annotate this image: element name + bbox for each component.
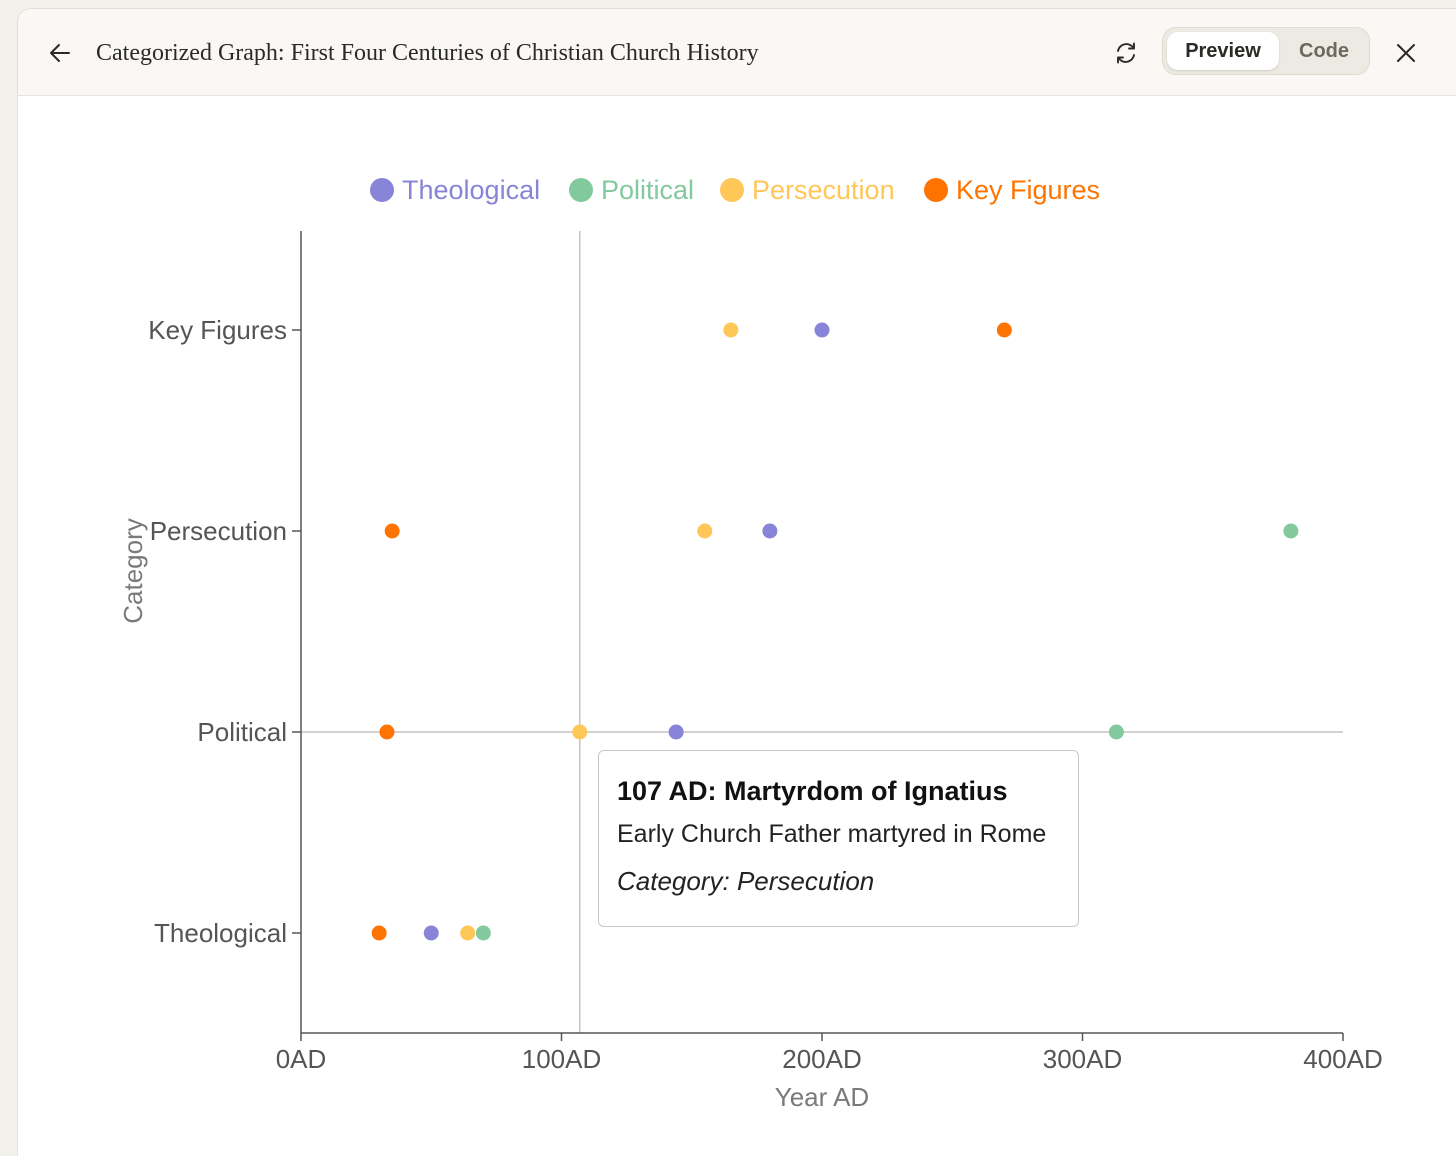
legend-marker [370, 178, 394, 202]
data-point [723, 322, 739, 338]
view-toggle: Preview Code [1162, 27, 1370, 75]
tooltip-category: Category: Persecution [617, 866, 875, 896]
data-point [1108, 724, 1124, 740]
close-button[interactable] [1388, 35, 1424, 71]
data-point [475, 925, 491, 941]
legend-label: Theological [402, 175, 540, 205]
x-tick-label: 0AD [276, 1044, 327, 1074]
data-point [668, 724, 684, 740]
header-bar: Categorized Graph: First Four Centuries … [18, 9, 1456, 96]
y-tick-label: Political [197, 717, 287, 747]
refresh-button[interactable] [1108, 35, 1144, 71]
page-title: Categorized Graph: First Four Centuries … [96, 40, 759, 66]
data-point [762, 523, 778, 539]
data-point [1283, 523, 1299, 539]
x-tick-label: 200AD [782, 1044, 862, 1074]
chart-tooltip: 107 AD: Martyrdom of Ignatius Early Chur… [598, 750, 1079, 927]
data-point [572, 724, 588, 740]
data-point [460, 925, 476, 941]
data-point [814, 322, 830, 338]
legend-label: Key Figures [956, 175, 1100, 205]
close-icon [1397, 44, 1415, 62]
artifact-window: Categorized Graph: First Four Centuries … [17, 8, 1456, 1156]
tooltip-title: 107 AD: Martyrdom of Ignatius [617, 776, 1008, 806]
legend-label: Persecution [752, 175, 895, 205]
y-axis-title: Category [118, 518, 148, 624]
legend-marker [720, 178, 744, 202]
arrow-left-icon [50, 44, 70, 62]
code-tab[interactable]: Code [1299, 40, 1349, 62]
data-point [423, 925, 439, 941]
legend-label: Political [601, 175, 694, 205]
x-tick-label: 100AD [522, 1044, 602, 1074]
y-tick-label: Theological [154, 918, 287, 948]
legend-marker [924, 178, 948, 202]
data-point [697, 523, 713, 539]
x-tick-label: 300AD [1043, 1044, 1123, 1074]
y-tick-label: Key Figures [148, 315, 287, 345]
tooltip-description: Early Church Father martyred in Rome [617, 820, 1047, 848]
legend-marker [569, 178, 593, 202]
refresh-icon [1117, 42, 1135, 64]
scatter-chart: 0AD 100AD 200AD 300AD 400AD Theological Politi… [118, 175, 1383, 1112]
x-tick-label: 400AD [1303, 1044, 1383, 1074]
back-button[interactable] [42, 35, 78, 71]
data-point [996, 322, 1012, 338]
y-tick-label: Persecution [150, 516, 287, 546]
x-axis-title: Year AD [775, 1082, 869, 1112]
preview-tab[interactable]: Preview [1167, 32, 1279, 70]
data-point [384, 523, 400, 539]
data-point [371, 925, 387, 941]
data-point [379, 724, 395, 740]
